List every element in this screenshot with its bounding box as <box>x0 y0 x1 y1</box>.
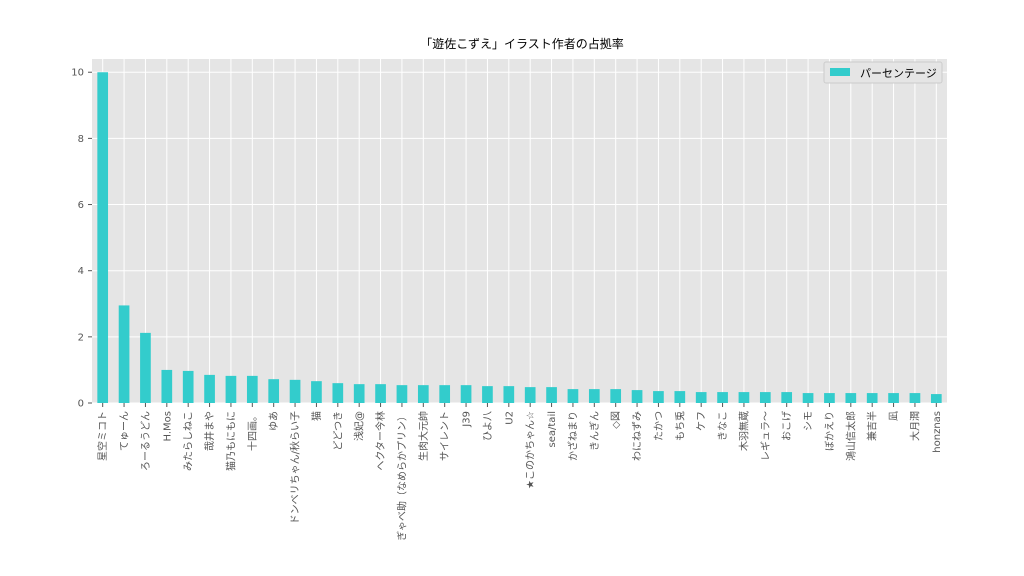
bar <box>140 332 151 403</box>
plot-area <box>92 59 947 403</box>
x-axis-ticks: 星空ミコト てゅーん ろーるうどん H.Mos みたらしねこ 哉井まや 猫乃もにもに 十四画。… <box>96 403 943 541</box>
bar <box>289 379 301 403</box>
x-tick-label: 木羽無蔵 <box>737 411 750 451</box>
bar <box>653 391 664 403</box>
x-tick-label: わにねずみ <box>632 411 644 461</box>
x-tick-label: ゆあ <box>268 411 280 431</box>
bar <box>866 393 878 403</box>
x-tick-label: ★このかちゃん☆ <box>525 411 537 489</box>
x-tick-label: ケフ <box>696 411 708 431</box>
x-tick-label: 哉井まや <box>203 411 216 451</box>
bar <box>610 389 622 403</box>
x-tick-label: きなこ <box>717 411 729 441</box>
bar <box>930 394 942 403</box>
y-tick-label: 8 <box>78 134 84 145</box>
x-tick-label: シモ <box>804 411 815 431</box>
bar <box>353 384 365 403</box>
bar <box>417 385 429 403</box>
x-tick-label: 星空ミコト <box>96 411 109 461</box>
legend-swatch <box>830 68 850 76</box>
bar <box>909 393 921 403</box>
x-tick-label: ろーるうどん <box>140 411 152 471</box>
bar <box>695 392 707 403</box>
legend: パーセンテージ <box>823 61 943 84</box>
bar <box>311 381 322 403</box>
x-tick-label: 凪 <box>888 411 900 421</box>
bar <box>161 369 173 403</box>
x-tick-label: 鴻山信太郎 <box>844 411 857 461</box>
bars <box>97 72 942 403</box>
bar <box>888 393 899 403</box>
bar <box>268 379 280 403</box>
x-tick-label: 猫 <box>310 411 323 421</box>
x-tick-label: 猫乃もにもに <box>224 411 237 471</box>
x-tick-label: ぼかえり <box>824 411 836 451</box>
y-axis-ticks: 0 2 4 6 8 10 <box>71 68 92 410</box>
bar <box>717 392 728 403</box>
x-tick-label: 生肉大元帥 <box>417 411 430 461</box>
bar <box>332 383 344 403</box>
x-tick-label: おこげ <box>781 411 793 441</box>
bar <box>588 389 600 403</box>
x-tick-label: みたらしねこ <box>183 411 195 471</box>
x-tick-label: H.Mos <box>162 411 173 441</box>
x-tick-label: もち兎 <box>674 411 686 441</box>
x-tick-label: 大月潤 <box>908 411 921 441</box>
bar <box>375 384 386 403</box>
x-tick-label: サイレント <box>439 411 451 461</box>
bar <box>824 393 835 403</box>
bar <box>802 393 814 403</box>
x-tick-label: ◇図 <box>610 411 622 429</box>
y-tick-label: 10 <box>71 68 84 79</box>
bar <box>118 305 130 403</box>
x-tick-label: U2 <box>504 411 515 425</box>
x-tick-label: たかつ <box>653 411 665 441</box>
grid-lines <box>92 59 947 404</box>
y-tick-label: 4 <box>78 266 84 277</box>
legend-label: パーセンテージ <box>860 67 937 80</box>
x-tick-label: ヘクター今林 <box>374 411 387 471</box>
x-tick-label: ぎゃべ助（なめらかプリン） <box>395 411 408 541</box>
x-tick-label: ひよ八 <box>482 411 494 441</box>
bar <box>781 392 793 403</box>
bar <box>439 385 451 403</box>
bar <box>503 386 515 403</box>
chart-title: 「遊佐こずえ」イラスト作者の占拠率 <box>420 36 624 51</box>
x-tick-label: 兼吉半 <box>866 411 879 441</box>
y-tick-label: 2 <box>78 332 84 343</box>
bar <box>738 392 750 403</box>
x-tick-label: sea/tail <box>547 411 558 447</box>
x-tick-label: J39 <box>462 411 473 428</box>
x-tick-label: どどつき <box>332 411 344 451</box>
x-tick-label: レギュラ〜 <box>760 411 772 461</box>
y-tick-label: 6 <box>78 200 84 211</box>
x-tick-label: きんぎん <box>588 411 601 451</box>
bar <box>225 375 237 403</box>
bar <box>97 72 109 403</box>
x-tick-label: honznas <box>932 411 943 453</box>
x-tick-label: ドンベリちゃん/秋らい子 <box>289 411 302 524</box>
bar <box>845 393 857 403</box>
legend-box <box>823 61 943 84</box>
bar <box>460 385 472 403</box>
bar <box>182 370 194 403</box>
bar <box>396 385 408 403</box>
bar <box>246 375 258 403</box>
bar <box>759 392 771 403</box>
x-tick-label: 浅妃@ <box>353 411 366 441</box>
x-tick-label: てゅーん <box>119 411 131 451</box>
bar <box>674 391 686 403</box>
bar <box>546 387 557 403</box>
bar <box>482 386 493 403</box>
bar <box>204 374 215 403</box>
bar <box>567 389 579 403</box>
bar <box>524 387 536 403</box>
x-tick-label: 十四画。 <box>246 411 259 451</box>
y-tick-label: 0 <box>78 399 84 410</box>
bar <box>631 390 643 403</box>
x-tick-label: かざねまり <box>566 411 579 461</box>
